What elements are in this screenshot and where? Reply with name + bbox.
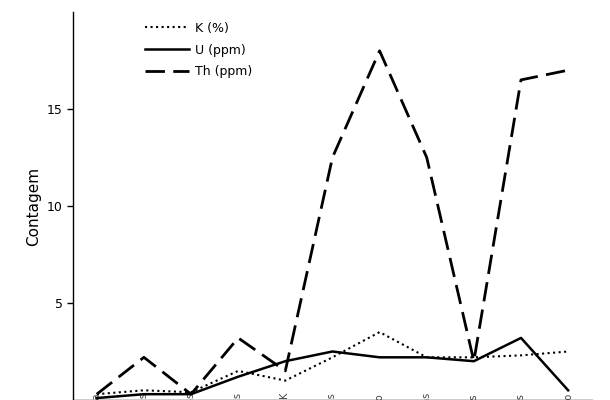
Th (ppm) bbox=[140, 355, 148, 360]
K (%) bbox=[93, 392, 101, 396]
U (ppm) bbox=[470, 359, 478, 364]
K (%) bbox=[234, 368, 242, 373]
U (ppm) bbox=[234, 374, 242, 379]
Th (ppm) bbox=[376, 48, 383, 53]
U (ppm) bbox=[376, 355, 383, 360]
K (%) bbox=[140, 388, 148, 393]
U (ppm) bbox=[93, 396, 101, 400]
K (%) bbox=[282, 378, 289, 383]
Th (ppm) bbox=[423, 155, 431, 160]
K (%) bbox=[376, 330, 383, 334]
Line: Th (ppm): Th (ppm) bbox=[97, 51, 568, 394]
Th (ppm) bbox=[93, 392, 101, 396]
Th (ppm) bbox=[187, 392, 195, 396]
Line: U (ppm): U (ppm) bbox=[97, 338, 568, 398]
Th (ppm) bbox=[517, 78, 525, 82]
Th (ppm) bbox=[234, 336, 242, 340]
U (ppm) bbox=[187, 392, 195, 396]
K (%) bbox=[329, 355, 336, 360]
Legend: K (%), U (ppm), Th (ppm): K (%), U (ppm), Th (ppm) bbox=[142, 18, 256, 82]
Line: K (%): K (%) bbox=[97, 332, 568, 394]
U (ppm) bbox=[423, 355, 431, 360]
U (ppm) bbox=[329, 349, 336, 354]
Th (ppm) bbox=[282, 368, 289, 373]
U (ppm) bbox=[282, 359, 289, 364]
K (%) bbox=[564, 349, 572, 354]
K (%) bbox=[517, 353, 525, 358]
U (ppm) bbox=[517, 336, 525, 340]
U (ppm) bbox=[140, 392, 148, 396]
K (%) bbox=[470, 355, 478, 360]
Th (ppm) bbox=[470, 359, 478, 364]
U (ppm) bbox=[564, 388, 572, 393]
Th (ppm) bbox=[329, 155, 336, 160]
Th (ppm) bbox=[564, 68, 572, 73]
K (%) bbox=[423, 355, 431, 360]
K (%) bbox=[187, 390, 195, 395]
Y-axis label: Contagem: Contagem bbox=[26, 166, 41, 246]
